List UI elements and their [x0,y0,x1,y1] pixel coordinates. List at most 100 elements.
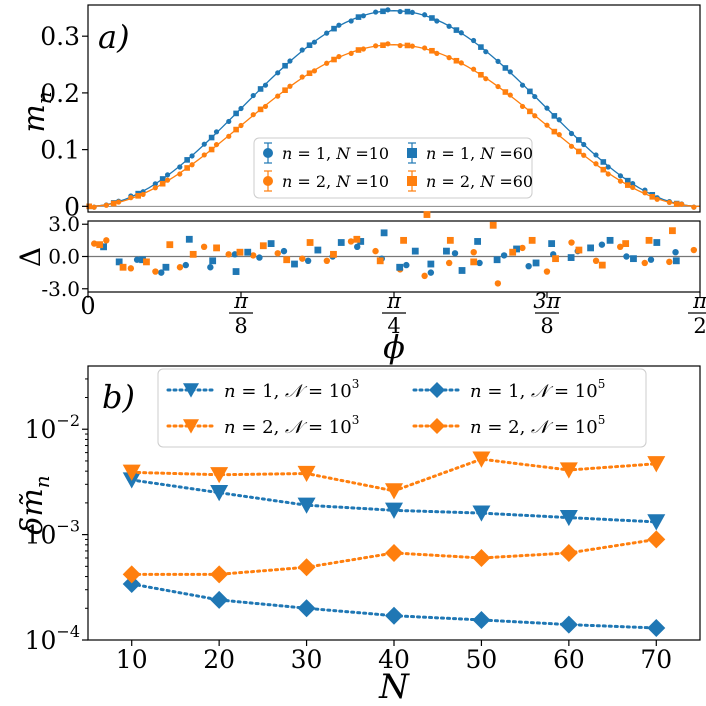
y-axis-label: mn [17,91,56,132]
residual-point [421,272,428,280]
residual-point [143,258,150,266]
data-point-circle [654,196,660,202]
residual-point [606,236,614,244]
residual-point [103,237,110,244]
data-point-circle [630,184,636,191]
data-point-square [624,177,631,184]
residual-point [493,256,501,264]
residual-point [283,256,291,264]
y-tick-label: 0.3 [40,22,80,51]
x-tick-label: 50 [466,645,498,674]
data-point-circle [593,161,599,167]
residual-point [592,257,600,265]
legend-label: n = 2, 𝒩 = 103 [224,413,359,438]
x-tick-label: π [233,289,249,313]
data-point-circle [409,43,415,49]
residual-point [470,258,478,266]
data-point-square [355,14,362,20]
legend: n = 1, N =10 n = 2, N =10 n = 1, N =60 n = … [253,137,533,199]
x-tick-label: 4 [387,314,400,338]
data-point-square [135,193,141,199]
data-point-square [478,44,484,50]
residual-point [623,253,630,260]
data-point-circle [287,83,293,89]
x-tick-label: π [386,289,402,313]
residual-point [548,240,556,247]
data-point-circle [201,141,207,147]
legend-marker [183,383,199,398]
legend: n = 1, 𝒩 = 103 n = 2, 𝒩 = 103 n = 1, 𝒩 = 1… [157,368,647,448]
data-point-circle [226,118,232,125]
data-point-circle [189,162,195,168]
data-point-circle [164,177,171,183]
residual-point [411,247,419,255]
data-point-square [478,71,484,78]
residual-point [225,251,232,258]
data-point-circle [666,199,673,205]
x-tick-label: 8 [540,314,553,338]
data-point-circle [189,153,195,159]
residual-point [330,250,337,258]
data-point-circle [373,9,379,15]
data-point-circle [299,74,305,80]
x-tick-label: 60 [553,645,585,674]
data-point-square [355,47,362,53]
residual-point [185,235,193,243]
data-point [210,590,229,609]
residual-point [337,239,345,246]
residual-point [256,254,263,261]
data-point-square [624,182,631,188]
data-point [559,543,578,562]
legend-label: n = 1, N =10 [282,144,389,163]
y-tick-label: 3.0 [48,212,80,236]
residual-point [304,257,312,265]
data-point-square [502,65,509,71]
data-point-circle [177,171,183,177]
data-point-circle [336,53,342,60]
residual-point [232,268,240,275]
data-point-circle [152,185,158,191]
residual-point [396,263,404,271]
data-point-square [86,203,93,210]
y-tick-label: 0.2 [40,79,80,108]
data-point-circle [544,122,550,128]
data-point-circle [250,112,256,118]
residual-point [470,248,477,256]
residual-point [96,241,104,249]
data-point-circle [532,113,538,119]
data-point-square [233,126,239,133]
panel-label: b) [102,378,135,416]
residual-point [357,238,365,245]
data-point-circle [140,191,146,198]
residual-point [567,254,575,261]
residual-point [139,256,146,264]
residual-point [543,268,551,275]
data-point-circle [152,181,158,187]
data-point-circle [679,201,685,207]
residual-point [299,255,306,262]
x-tick-label: 8 [234,314,247,338]
data-point-square [306,70,313,77]
data-point-square [257,86,264,92]
data-point-square [306,42,313,48]
data-point-circle [250,92,256,99]
residual-point [127,265,135,272]
data-point-circle [422,45,428,51]
legend-marker [429,382,445,398]
data-point-square [576,148,582,155]
data-point-square [184,157,190,163]
residual-point [353,235,361,243]
residual-point [672,248,679,256]
data-point-square [649,194,656,200]
residual-point [427,269,435,276]
legend-marker [183,419,199,434]
residual-point [427,260,435,268]
data-point-circle [691,204,697,210]
data-point [297,497,316,514]
data-point-square [453,27,460,33]
residual-point [598,241,606,248]
residual-point [647,256,655,263]
data-point-circle [556,132,562,138]
residual-point [474,238,482,245]
data-point-circle [91,204,97,210]
